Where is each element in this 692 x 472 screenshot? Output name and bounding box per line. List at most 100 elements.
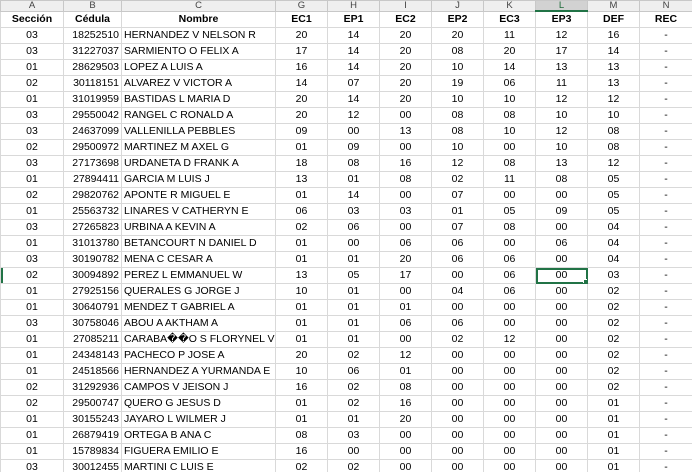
cell[interactable]: 00 xyxy=(483,459,536,472)
field-header-cell[interactable]: EC2 xyxy=(379,10,432,28)
cell[interactable]: 14 xyxy=(587,43,640,60)
field-header-cell[interactable]: EP3 xyxy=(535,10,588,28)
cell[interactable]: 12 xyxy=(327,107,380,124)
cell[interactable]: 00 xyxy=(535,187,588,204)
cell[interactable]: 00 xyxy=(535,283,588,300)
cell[interactable]: 03 xyxy=(327,427,380,444)
cell[interactable]: 27265823 xyxy=(63,219,122,236)
cell[interactable]: 10 xyxy=(431,91,484,108)
cell[interactable]: - xyxy=(639,235,692,252)
cell[interactable]: 12 xyxy=(535,123,588,140)
cell[interactable]: JAYARO L WILMER J xyxy=(121,411,276,428)
cell[interactable]: 04 xyxy=(431,283,484,300)
cell[interactable]: 08 xyxy=(535,171,588,188)
cell[interactable]: 02 xyxy=(327,395,380,412)
cell[interactable]: LOPEZ A LUIS A xyxy=(121,59,276,76)
cell[interactable]: 20 xyxy=(379,411,432,428)
cell[interactable]: 00 xyxy=(535,427,588,444)
cell[interactable]: 10 xyxy=(431,139,484,156)
column-header-b[interactable]: B xyxy=(63,0,122,12)
cell[interactable]: - xyxy=(639,411,692,428)
column-header-m[interactable]: M xyxy=(587,0,640,12)
cell[interactable]: 00 xyxy=(483,379,536,396)
cell[interactable]: 13 xyxy=(535,155,588,172)
cell[interactable]: 00 xyxy=(483,187,536,204)
cell[interactable]: 30094892 xyxy=(63,267,122,284)
cell[interactable]: 08 xyxy=(483,107,536,124)
cell[interactable]: - xyxy=(639,155,692,172)
cell[interactable]: 00 xyxy=(535,363,588,380)
cell[interactable]: 00 xyxy=(431,363,484,380)
cell[interactable]: MARTINEZ M AXEL G xyxy=(121,139,276,156)
cell[interactable]: 27085211 xyxy=(63,331,122,348)
cell[interactable]: 24348143 xyxy=(63,347,122,364)
cell[interactable]: 01 xyxy=(327,251,380,268)
cell[interactable]: 00 xyxy=(535,443,588,460)
cell[interactable]: 20 xyxy=(275,347,328,364)
cell[interactable]: 08 xyxy=(483,219,536,236)
cell[interactable]: 12 xyxy=(587,91,640,108)
cell[interactable]: 09 xyxy=(275,123,328,140)
cell[interactable]: MARTINI C LUIS E xyxy=(121,459,276,472)
cell[interactable]: 14 xyxy=(327,91,380,108)
cell[interactable]: 20 xyxy=(483,43,536,60)
cell[interactable]: 02 xyxy=(0,75,64,92)
cell[interactable]: 00 xyxy=(535,347,588,364)
cell[interactable]: 09 xyxy=(327,139,380,156)
cell[interactable]: 16 xyxy=(275,443,328,460)
cell[interactable]: 10 xyxy=(431,59,484,76)
cell[interactable]: - xyxy=(639,187,692,204)
cell[interactable]: 03 xyxy=(327,203,380,220)
cell[interactable]: 13 xyxy=(275,171,328,188)
cell[interactable]: ALVAREZ V VICTOR A xyxy=(121,75,276,92)
column-header-c[interactable]: C xyxy=(121,0,276,12)
cell[interactable]: 14 xyxy=(275,75,328,92)
cell[interactable]: 17 xyxy=(275,43,328,60)
cell[interactable]: 01 xyxy=(0,203,64,220)
cell[interactable]: 02 xyxy=(587,315,640,332)
column-header-n[interactable]: N xyxy=(639,0,692,12)
cell[interactable]: 00 xyxy=(535,379,588,396)
cell[interactable]: 01 xyxy=(0,411,64,428)
cell[interactable]: 14 xyxy=(327,187,380,204)
cell[interactable]: 06 xyxy=(431,315,484,332)
cell[interactable]: BETANCOURT N DANIEL D xyxy=(121,235,276,252)
cell[interactable]: 01 xyxy=(275,315,328,332)
cell[interactable]: 06 xyxy=(327,363,380,380)
cell[interactable]: - xyxy=(639,91,692,108)
cell[interactable]: 10 xyxy=(483,91,536,108)
cell[interactable]: - xyxy=(639,267,692,284)
cell[interactable]: 14 xyxy=(327,59,380,76)
column-header-a[interactable]: A xyxy=(0,0,64,12)
field-header-cell[interactable]: EC3 xyxy=(483,10,536,28)
cell[interactable]: 10 xyxy=(275,363,328,380)
cell[interactable]: 30012455 xyxy=(63,459,122,472)
cell[interactable]: 29500972 xyxy=(63,139,122,156)
cell[interactable]: 13 xyxy=(275,267,328,284)
cell[interactable]: 00 xyxy=(431,459,484,472)
cell[interactable]: 09 xyxy=(535,203,588,220)
cell[interactable]: 00 xyxy=(379,219,432,236)
column-header-g[interactable]: G xyxy=(275,0,328,12)
cell[interactable]: 08 xyxy=(587,123,640,140)
cell[interactable]: 00 xyxy=(379,107,432,124)
cell[interactable]: 00 xyxy=(483,411,536,428)
cell[interactable]: 01 xyxy=(275,139,328,156)
cell[interactable]: 05 xyxy=(587,203,640,220)
field-header-cell[interactable]: EP1 xyxy=(327,10,380,28)
cell[interactable]: 01 xyxy=(275,331,328,348)
cell[interactable]: 30155243 xyxy=(63,411,122,428)
cell[interactable]: 00 xyxy=(535,299,588,316)
cell[interactable]: 06 xyxy=(483,75,536,92)
cell[interactable]: 08 xyxy=(379,379,432,396)
cell[interactable]: 31013780 xyxy=(63,235,122,252)
cell[interactable]: 14 xyxy=(327,27,380,44)
cell[interactable]: 04 xyxy=(587,235,640,252)
field-header-cell[interactable]: REC xyxy=(639,10,692,28)
cell[interactable]: 01 xyxy=(327,283,380,300)
cell[interactable]: 02 xyxy=(0,187,64,204)
cell[interactable]: 00 xyxy=(535,459,588,472)
cell[interactable]: - xyxy=(639,299,692,316)
cell[interactable]: - xyxy=(639,459,692,472)
cell[interactable]: 19 xyxy=(431,75,484,92)
